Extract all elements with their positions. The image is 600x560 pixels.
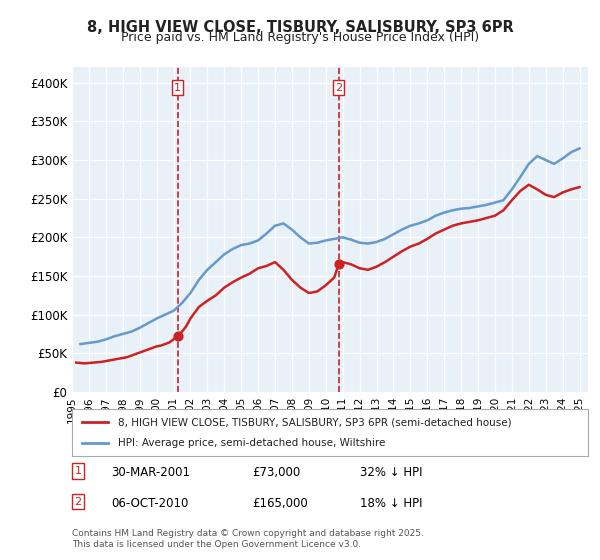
Text: 32% ↓ HPI: 32% ↓ HPI (360, 466, 422, 479)
Text: 1: 1 (74, 466, 82, 476)
Text: 06-OCT-2010: 06-OCT-2010 (111, 497, 188, 510)
Text: HPI: Average price, semi-detached house, Wiltshire: HPI: Average price, semi-detached house,… (118, 438, 386, 448)
Text: £73,000: £73,000 (252, 466, 300, 479)
Text: 30-MAR-2001: 30-MAR-2001 (111, 466, 190, 479)
Text: 2: 2 (74, 497, 82, 507)
Text: 8, HIGH VIEW CLOSE, TISBURY, SALISBURY, SP3 6PR (semi-detached house): 8, HIGH VIEW CLOSE, TISBURY, SALISBURY, … (118, 417, 512, 427)
Text: 2: 2 (335, 83, 342, 92)
Text: 1: 1 (174, 83, 181, 92)
Text: £165,000: £165,000 (252, 497, 308, 510)
Text: Price paid vs. HM Land Registry's House Price Index (HPI): Price paid vs. HM Land Registry's House … (121, 31, 479, 44)
Point (173, 331, 182, 340)
Text: 18% ↓ HPI: 18% ↓ HPI (360, 497, 422, 510)
Text: Contains HM Land Registry data © Crown copyright and database right 2025.
This d: Contains HM Land Registry data © Crown c… (72, 529, 424, 549)
Text: 8, HIGH VIEW CLOSE, TISBURY, SALISBURY, SP3 6PR: 8, HIGH VIEW CLOSE, TISBURY, SALISBURY, … (86, 20, 514, 35)
Point (334, 260, 343, 269)
